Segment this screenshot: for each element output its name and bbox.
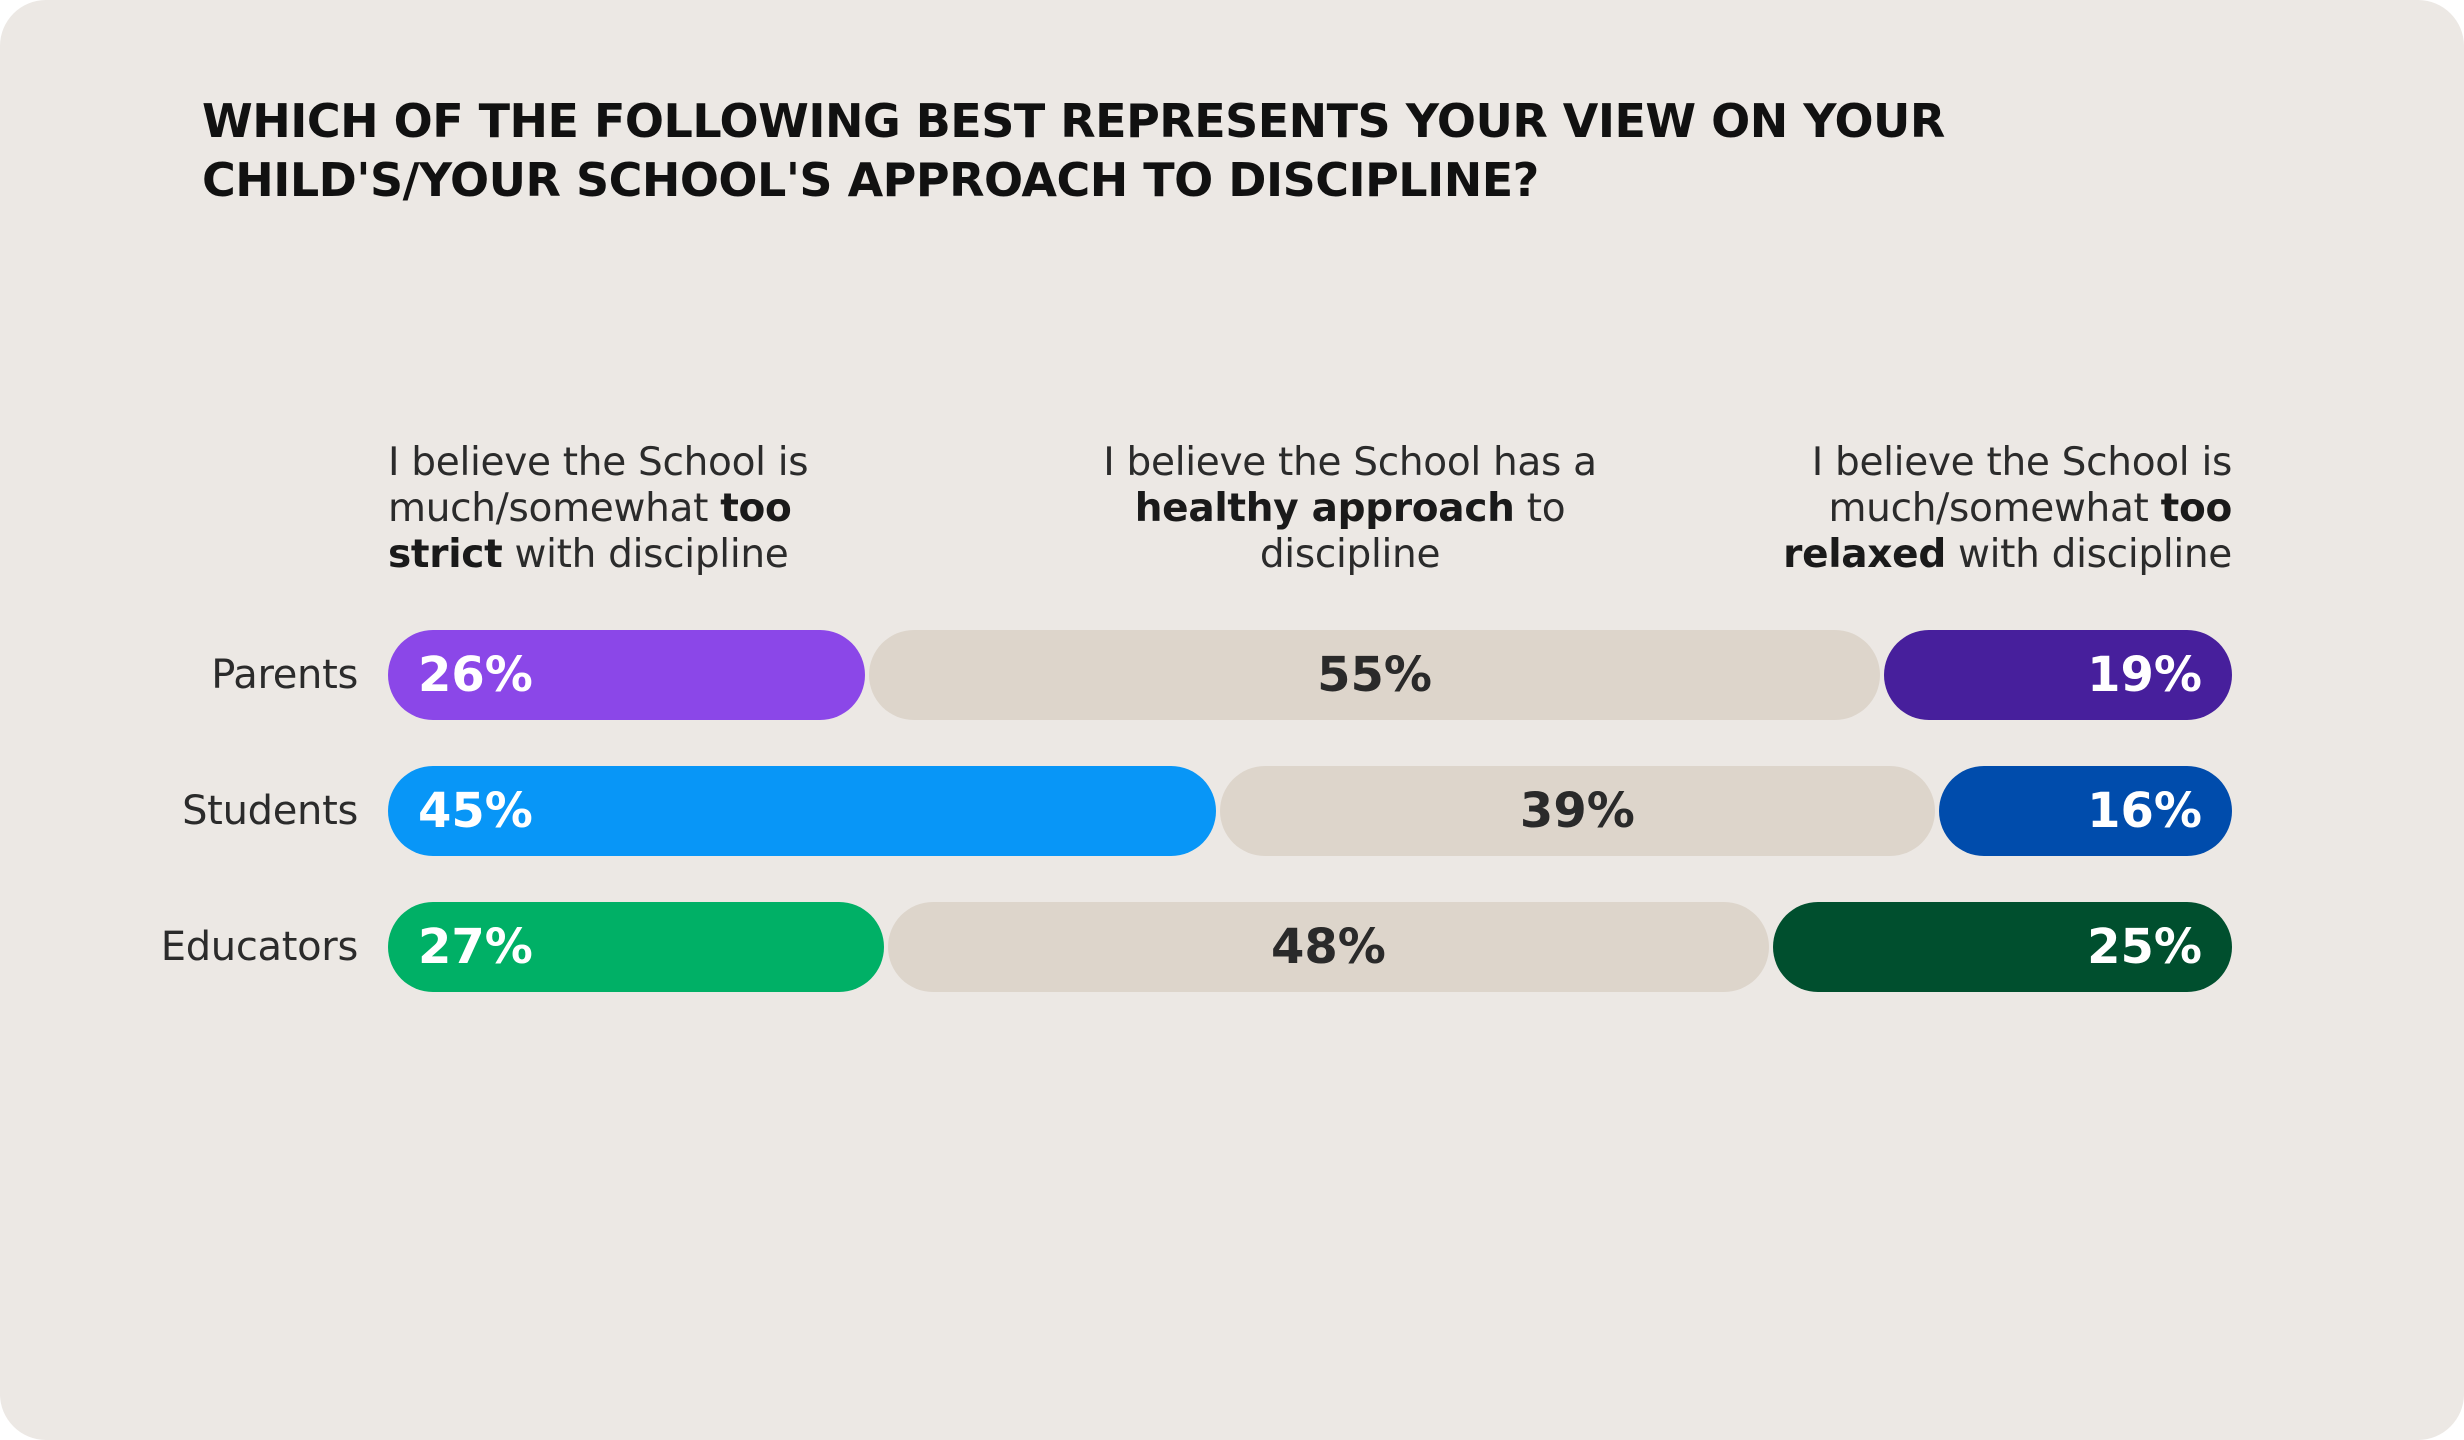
legend-too-strict-bold: too strict [388, 486, 792, 577]
legend-too-relaxed-text-1: I believe the School is much/somewhat [1811, 440, 2233, 531]
legend-healthy-text-1: I believe the School has a [1103, 440, 1597, 485]
bar-parents-healthy [869, 630, 1880, 720]
value-label-educators-healthy: 48% [1270, 919, 1386, 975]
bar-parents-too-strict [388, 630, 866, 720]
value-label-parents-too-relaxed: 19% [2087, 647, 2202, 703]
value-label-educators-too-relaxed: 25% [2087, 919, 2202, 975]
value-label-students-too-relaxed: 16% [2087, 783, 2202, 839]
legend-too-strict-text-1: I believe the School is much/somewhat [388, 440, 809, 531]
bar-students-healthy [1219, 766, 1935, 856]
row-label-educators: Educators [160, 924, 359, 970]
legend-too-relaxed: I believe the School is much/somewhat to… [1752, 440, 2232, 578]
legend-healthy-approach: I believe the School has a healthy appro… [1100, 440, 1600, 578]
bar-students-too-strict [388, 766, 1216, 856]
legend-too-relaxed-bold: too relaxed [1783, 486, 2232, 577]
bar-parents-too-relaxed [1883, 630, 2232, 720]
bar-educators-too-relaxed [1773, 902, 2232, 992]
bar-students-too-relaxed [1938, 766, 2232, 856]
value-label-students-too-strict: 45% [418, 783, 533, 839]
legend-healthy-text-2: to discipline [1259, 486, 1566, 577]
bar-educators-too-strict [388, 902, 884, 992]
row-label-parents: Parents [211, 652, 358, 698]
legend-too-strict: I believe the School is much/somewhat to… [388, 440, 908, 578]
legend-healthy-bold: healthy approach [1134, 486, 1515, 531]
row-label-students: Students [182, 788, 358, 834]
value-label-educators-too-strict: 27% [418, 919, 533, 975]
legend-too-relaxed-text-2: with discipline [1945, 532, 2232, 577]
legend-too-strict-text-2: with discipline [502, 532, 789, 577]
value-label-students-healthy: 39% [1519, 783, 1635, 839]
value-label-parents-too-strict: 26% [418, 647, 533, 703]
bar-educators-healthy [887, 902, 1769, 992]
value-label-parents-healthy: 55% [1317, 647, 1432, 703]
chart-title: WHICH OF THE FOLLOWING BEST REPRESENTS Y… [202, 94, 1945, 207]
